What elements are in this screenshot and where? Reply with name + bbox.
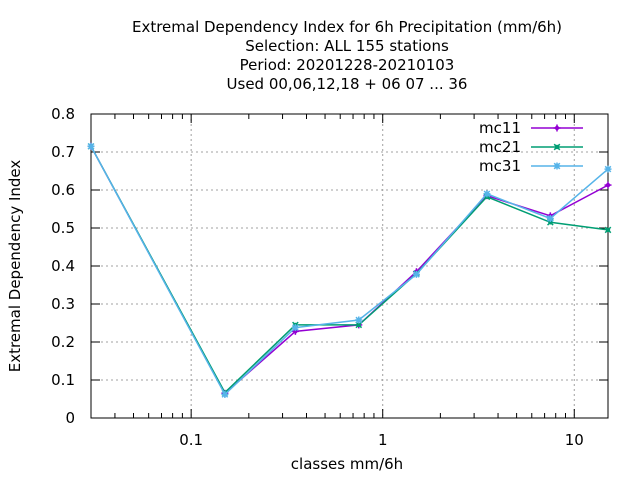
- legend-item: mc11: [479, 119, 583, 137]
- grid: [91, 114, 608, 418]
- x-tick-label: 10: [565, 431, 584, 449]
- y-tick-label: 0.8: [51, 105, 75, 123]
- y-tick-label: 0.6: [51, 181, 75, 199]
- data-point: [412, 270, 420, 278]
- legend-label: mc11: [479, 119, 521, 137]
- data-point: [483, 190, 491, 198]
- y-tick-label: 0.5: [51, 219, 75, 237]
- y-tick-label: 0.1: [51, 371, 75, 389]
- data-point: [604, 181, 612, 189]
- legend-label: mc21: [479, 138, 521, 156]
- x-tick-label: 1: [378, 431, 388, 449]
- data-point: [87, 142, 95, 150]
- data-point: [604, 226, 612, 234]
- y-tick-label: 0.3: [51, 295, 75, 313]
- legend-marker: [553, 162, 561, 170]
- series-mc31: [87, 142, 612, 398]
- legend-label: mc31: [479, 157, 521, 175]
- title-line: Extremal Dependency Index for 6h Precipi…: [132, 18, 562, 36]
- data-point: [604, 165, 612, 173]
- series-line: [90, 145, 609, 396]
- legend-item: mc31: [479, 157, 583, 175]
- chart-title: Extremal Dependency Index for 6h Precipi…: [132, 18, 562, 93]
- title-line: Selection: ALL 155 stations: [245, 37, 449, 55]
- data-point: [221, 390, 229, 398]
- y-axis-label: Extremal Dependency Index: [6, 160, 24, 373]
- y-tick-label: 0: [65, 409, 75, 427]
- data-series: [87, 142, 612, 398]
- legend-item: mc21: [479, 138, 583, 156]
- data-point: [355, 321, 363, 329]
- series-line: [90, 145, 609, 394]
- x-tick-label: 0.1: [179, 431, 203, 449]
- legend-marker: [553, 143, 561, 151]
- plot-frame: [90, 113, 609, 419]
- y-tick-label: 0.2: [51, 333, 75, 351]
- series-mc21: [87, 142, 612, 396]
- title-line: Period: 20201228-20210103: [240, 56, 455, 74]
- y-tick-label: 0.4: [51, 257, 75, 275]
- y-tick-label: 0.7: [51, 143, 75, 161]
- x-axis-label: classes mm/6h: [291, 455, 403, 473]
- data-point: [355, 316, 363, 324]
- title-line: Used 00,06,12,18 + 06 07 ... 36: [227, 75, 468, 93]
- data-point: [546, 215, 554, 222]
- legend-marker: [553, 124, 561, 132]
- series-line: [90, 145, 609, 395]
- series-mc11: [87, 142, 612, 397]
- data-point: [291, 324, 299, 332]
- axis-ticks: 0 0.1 0.2 0.3 0.4 0.5 0.6 0.7 0.8 0.1 1 10: [51, 105, 608, 449]
